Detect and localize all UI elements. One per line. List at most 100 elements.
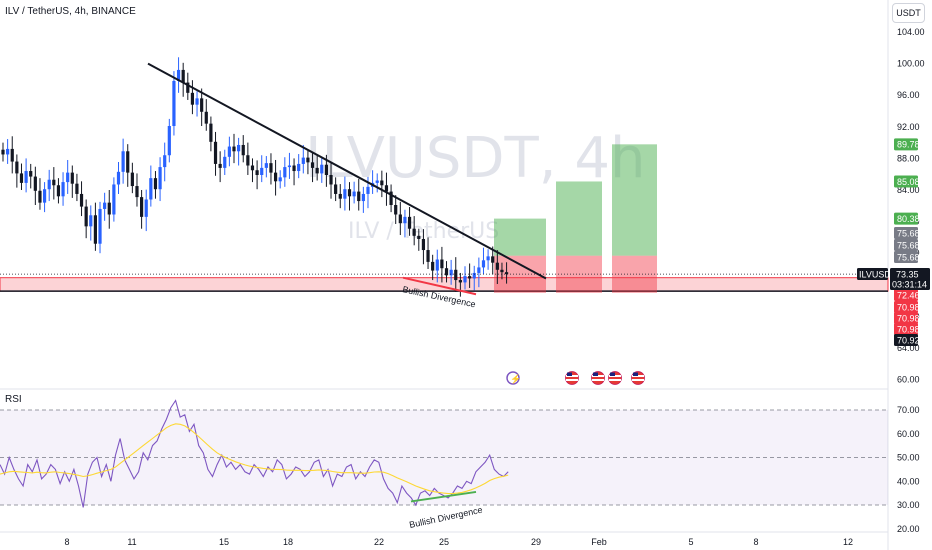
stop-price-badge-bg [894,312,918,324]
flash-event-icon[interactable] [506,371,520,385]
candle-body [477,267,481,273]
position-stop-zone[interactable] [612,255,657,293]
candle-body [250,165,255,171]
candle-body [407,216,412,229]
downtrend-line[interactable] [147,62,547,280]
candlestick-series [1,57,509,297]
time-tick-label: 25 [439,537,449,547]
candle-body [66,172,70,183]
candle-body [269,163,273,173]
time-tick-label: 15 [219,537,229,547]
candle-body [486,256,490,261]
us-flag-event-icon[interactable] [565,371,579,385]
stop-price-badge-bg [894,323,918,335]
candle-body [47,179,51,190]
candle-body [70,172,74,184]
candle-body [200,98,204,112]
candle-body [278,177,282,182]
rsi-axis[interactable]: 70.00 60.00 50.00 40.00 30.00 20.00 [897,405,920,534]
position-profit-zone[interactable] [612,144,657,256]
candle-body [79,193,84,207]
time-axis[interactable]: 8 11 15 18 22 25 29 Feb 5 8 12 [64,537,853,547]
candle-body [223,156,227,168]
price-tick-label: 60.00 [897,375,920,385]
price-tick-label: 64.00 [897,343,920,353]
candle-body [190,92,195,105]
rsi-ma-line [0,423,509,495]
candle-body [421,238,426,251]
candle-body [297,163,301,172]
price-tick-label: 96.00 [897,90,920,100]
target-price-badge-bg [894,212,918,225]
last-price-value: 73.35 [896,270,919,280]
time-tick-label: 5 [688,537,693,547]
currency-button[interactable]: USDT [892,3,925,23]
candle-body [15,161,19,174]
candle-body [454,269,458,281]
candle-body [89,215,93,227]
candle-body [163,155,167,168]
candle-body [232,146,236,152]
candle-body [98,208,102,244]
rsi-tick-label: 60.00 [897,429,920,439]
bar-countdown: 03:31:14 [892,280,927,290]
candle-body [468,276,472,279]
candle-body [61,182,65,197]
candle-body [38,190,42,203]
candle-body [403,216,407,224]
candle-body [458,280,462,283]
chart-title[interactable]: ILV / TetherUS, 4h, BINANCE [5,6,136,17]
candle-body [112,184,116,215]
candle-body [444,268,449,276]
rsi-tick-label: 30.00 [897,500,920,510]
candle-body [153,178,158,190]
candle-body [33,176,37,191]
candle-body [246,155,250,166]
candle-body [19,173,24,183]
candle-body [472,272,476,279]
rsi-divergence-line [410,490,477,503]
candle-body [29,171,33,177]
time-tick-label: 12 [843,537,853,547]
candle-body [375,180,379,183]
candle-body [1,149,5,155]
candle-body [463,276,467,283]
candle-body [491,256,495,263]
support-zone-price-badge-bg [894,289,918,301]
support-zone-price-badge: 72.46 [897,290,920,300]
event-markers[interactable]: ⚡ [506,371,645,386]
candle-body [116,171,121,185]
candle-body [440,259,444,269]
candle-body [126,151,130,173]
rsi-label[interactable]: RSI [5,394,22,405]
time-tick-label: 22 [374,537,384,547]
candle-body [366,186,370,194]
time-tick-label: 11 [127,537,136,547]
entry-price-badge: 75.68 [897,252,920,262]
candle-body [84,206,88,227]
us-flag-event-icon[interactable] [631,371,645,385]
rsi-line [0,399,509,508]
symbol-tag: ILVUSDT [859,270,897,280]
candle-body [449,269,453,276]
candle-body [158,167,162,190]
stop-price-badge: 70.98 [897,302,920,312]
candle-body [394,205,398,215]
position-profit-zone[interactable] [556,181,602,256]
us-flag-event-icon[interactable] [591,371,605,385]
us-flag-event-icon[interactable] [608,371,622,385]
candle-body [500,269,504,273]
watermark-symbol: ILVUSDT, 4h [305,126,645,191]
candle-body [481,260,486,268]
position-profit-zone[interactable] [494,218,546,256]
candle-body [431,261,435,271]
price-tick-label: 104.00 [897,27,925,37]
candle-body [495,262,499,270]
candle-body [42,189,47,203]
candle-body [167,126,171,156]
candle-body [255,170,259,175]
candle-body [218,163,222,168]
candle-body [357,191,361,202]
price-divergence-line[interactable] [402,276,477,296]
